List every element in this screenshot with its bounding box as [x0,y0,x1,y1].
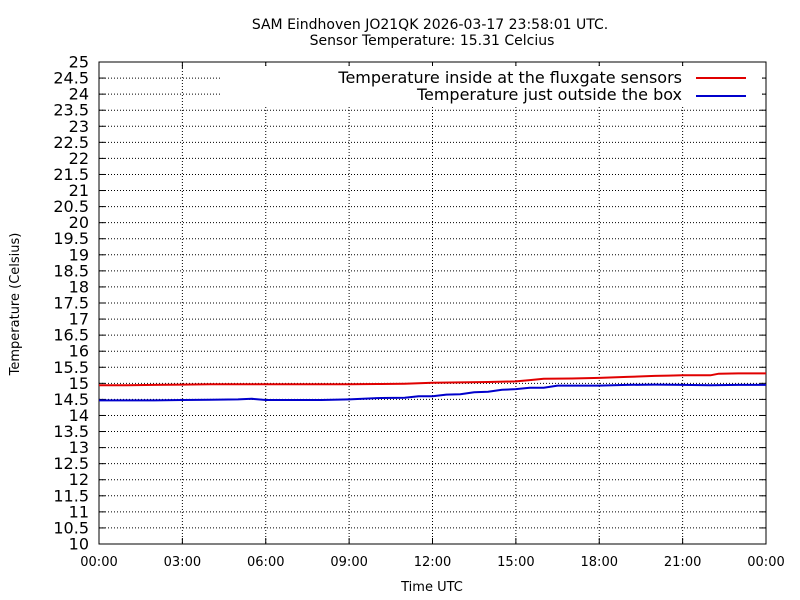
x-tick-label: 06:00 [247,555,284,570]
y-tick-label: 18.5 [53,261,89,280]
y-tick-labels: 1010.51111.51212.51313.51414.51515.51616… [53,53,89,554]
chart-subtitle: Sensor Temperature: 15.31 Celcius [310,33,555,49]
legend-label-outside: Temperature just outside the box [416,85,682,104]
y-tick-label: 21 [69,181,89,200]
y-tick-label: 11 [69,502,89,521]
x-axis-label: Time UTC [400,580,463,595]
y-tick-label: 24.5 [53,69,89,88]
y-tick-label: 10.5 [53,518,89,537]
x-tick-label: 12:00 [414,555,451,570]
y-tick-label: 14 [69,406,89,425]
y-tick-label: 16.5 [53,326,89,345]
x-tick-label: 00:00 [80,555,117,570]
x-tick-label: 15:00 [497,555,534,570]
y-tick-label: 24 [69,85,89,104]
y-tick-label: 19.5 [53,229,89,248]
series-line-inside [99,372,766,387]
y-tick-label: 19 [69,245,89,264]
x-tick-label: 00:00 [747,555,784,570]
y-tick-label: 15.5 [53,358,89,377]
y-tick-label: 20.5 [53,197,89,216]
y-tick-label: 23.5 [53,101,89,120]
series-line-outside [99,383,766,402]
y-tick-label: 22.5 [53,133,89,152]
y-tick-label: 13 [69,438,89,457]
data-series [99,372,766,402]
y-tick-label: 12.5 [53,454,89,473]
x-tick-label: 09:00 [330,555,367,570]
axis-ticks [98,61,767,545]
grid-lines [99,62,766,544]
chart-title: SAM Eindhoven JO21QK 2026-03-17 23:58:01… [252,17,608,33]
y-tick-label: 14.5 [53,390,89,409]
y-tick-label: 16 [69,342,89,361]
y-axis-label: Temperature (Celsius) [8,233,23,377]
legend-label-inside: Temperature inside at the fluxgate senso… [337,68,682,87]
y-tick-label: 17.5 [53,294,89,313]
x-tick-label: 03:00 [164,555,201,570]
y-tick-label: 22 [69,149,89,168]
x-tick-labels: 00:00 03:00 06:00 09:00 12:00 15:00 18:00 21:00… [80,555,784,570]
x-tick-label: 21:00 [664,555,701,570]
y-tick-label: 11.5 [53,486,89,505]
y-tick-label: 13.5 [53,422,89,441]
legend-background [222,66,762,106]
y-tick-label: 20 [69,213,89,232]
y-tick-label: 15 [69,374,89,393]
y-tick-label: 10 [69,535,89,554]
y-tick-label: 12 [69,470,89,489]
y-tick-label: 25 [69,53,89,72]
y-tick-label: 17 [69,310,89,329]
y-tick-label: 18 [69,277,89,296]
y-tick-label: 21.5 [53,165,89,184]
x-tick-label: 18:00 [581,555,618,570]
y-tick-label: 23 [69,117,89,136]
legend: Temperature inside at the fluxgate senso… [222,66,762,106]
